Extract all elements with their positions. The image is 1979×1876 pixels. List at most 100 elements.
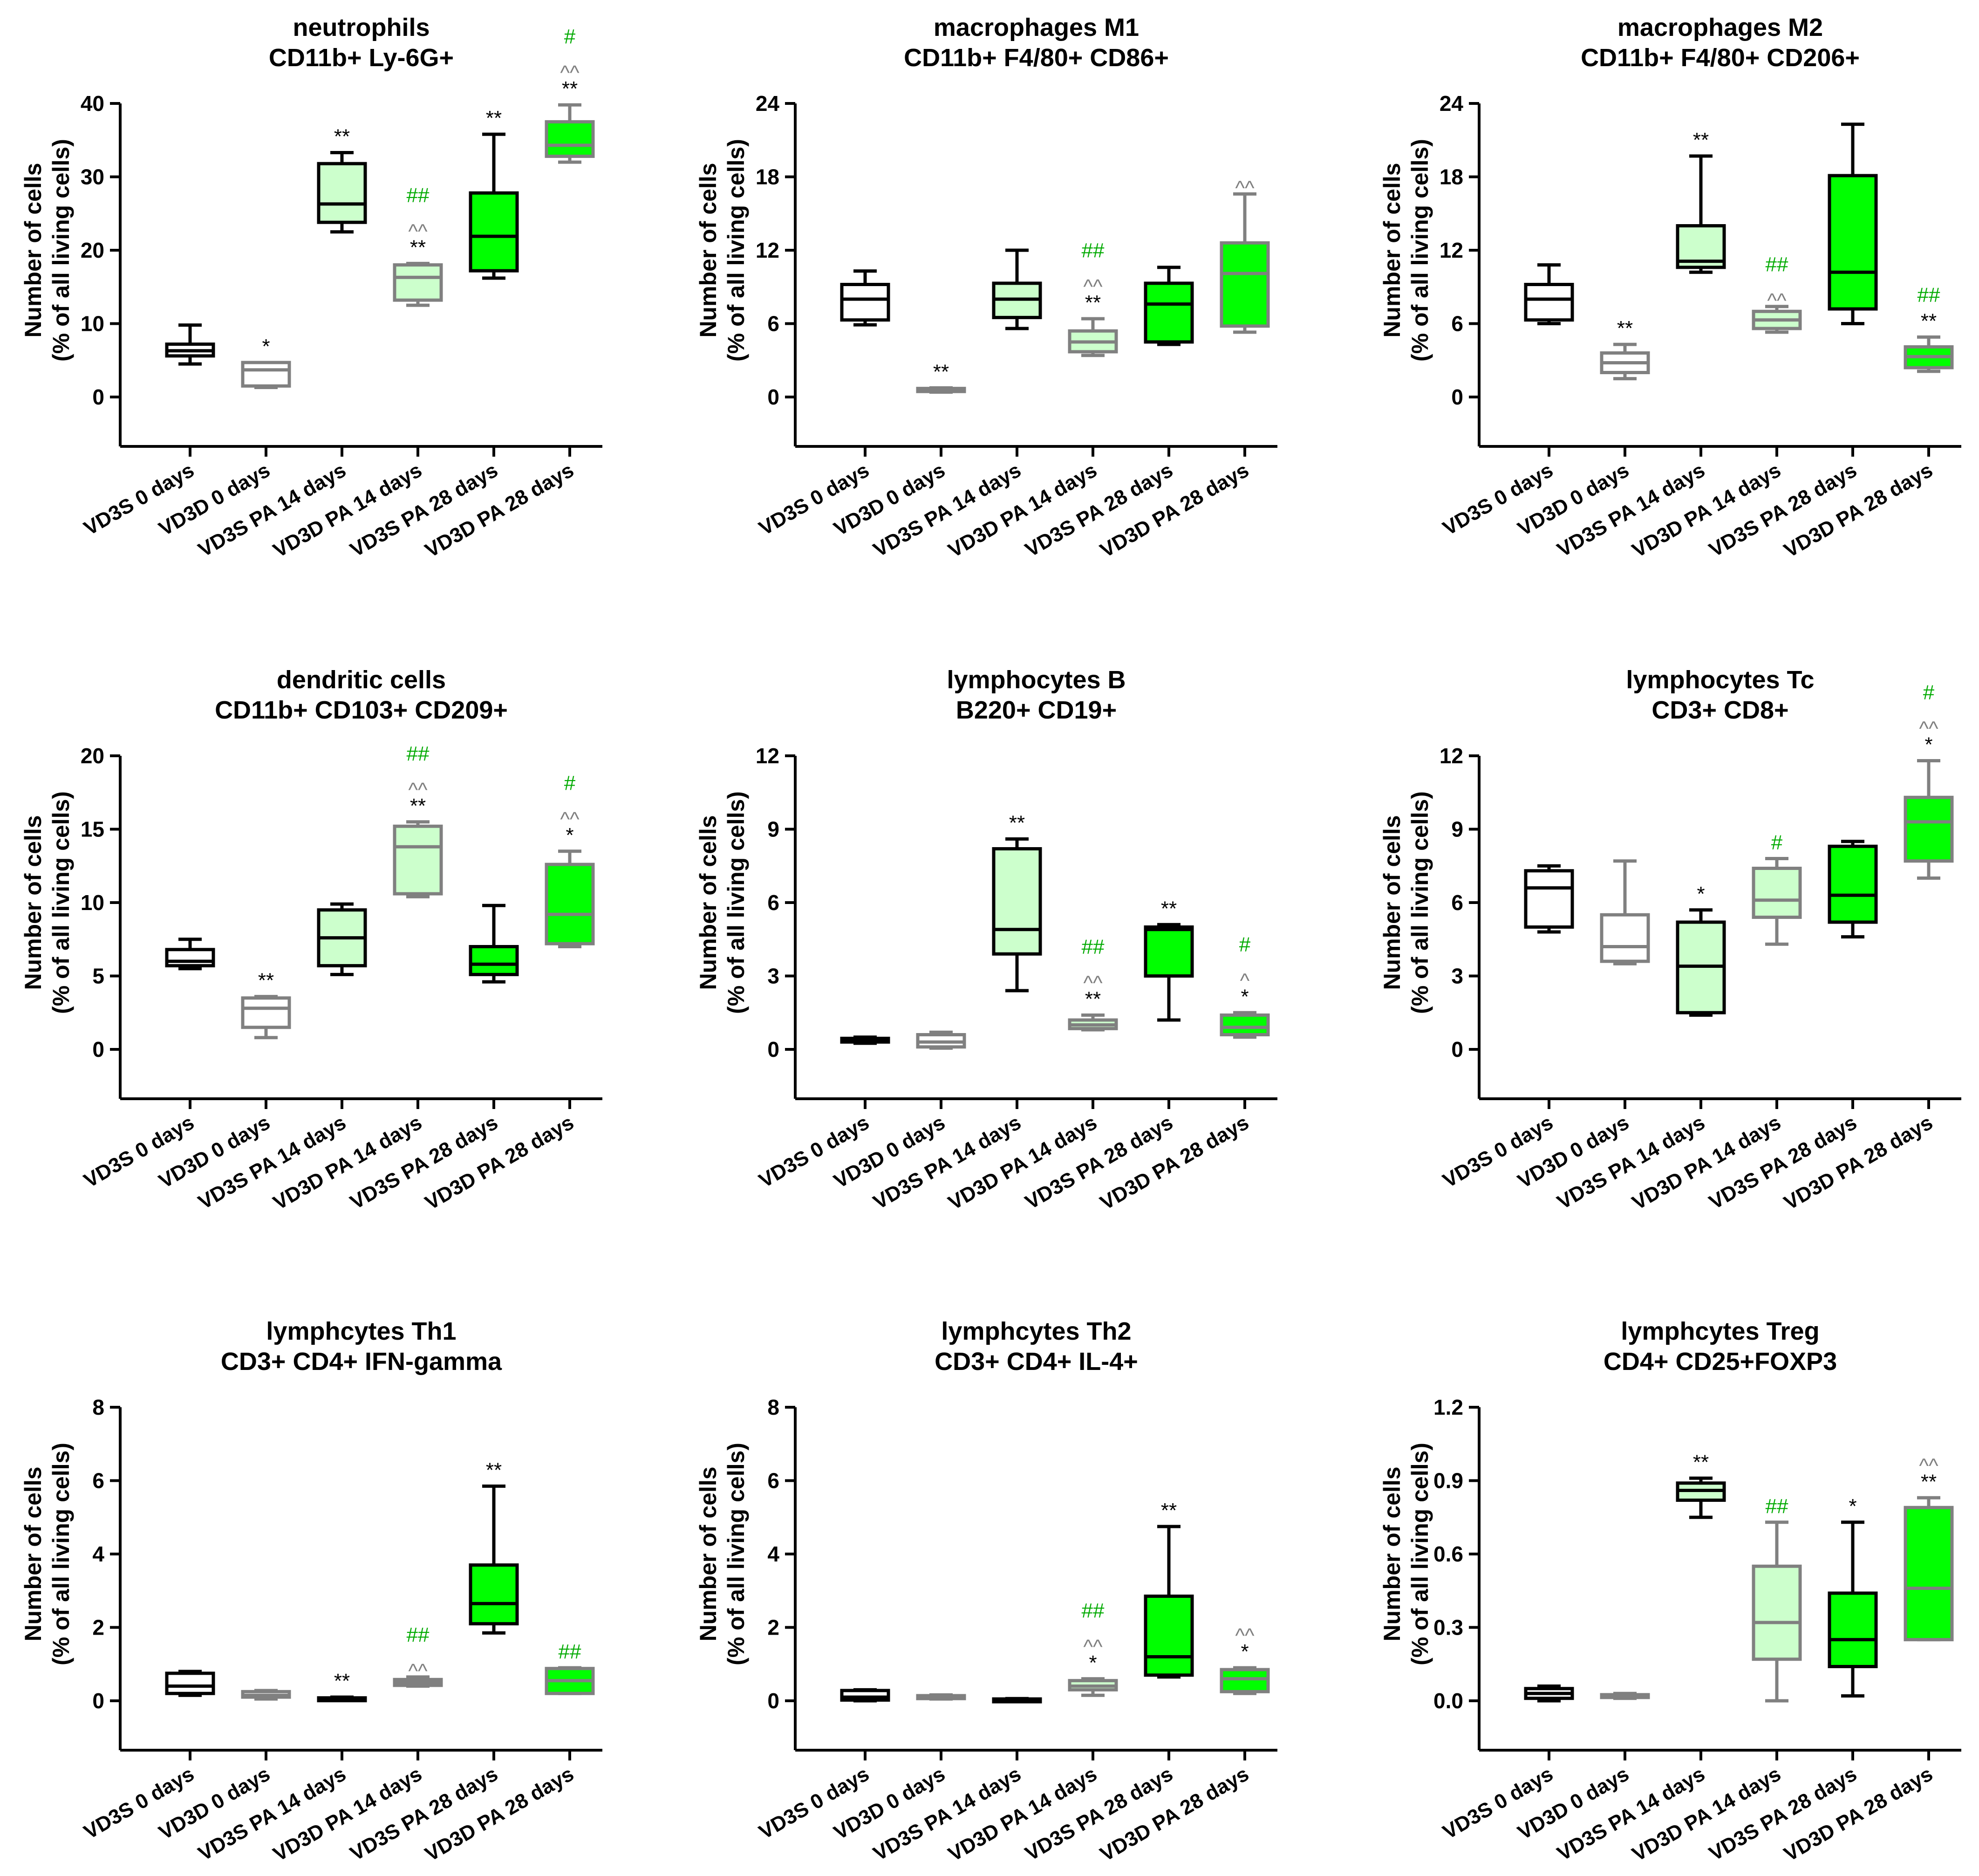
y-tick-label: 10 — [81, 312, 104, 336]
box-iqr — [1220, 241, 1270, 328]
significance-label: ** — [410, 794, 426, 817]
y-tick-label: 1.2 — [1433, 1395, 1463, 1419]
box-4 — [1068, 1013, 1118, 1032]
significance-label: ^^ — [1919, 718, 1938, 740]
significance-label: # — [1771, 831, 1783, 854]
significance-label: ## — [1082, 239, 1105, 262]
y-tick-label: 0 — [92, 1037, 104, 1061]
significance-label: * — [566, 824, 573, 847]
significance-label: ^^ — [1083, 972, 1103, 995]
box-3 — [317, 902, 367, 976]
y-tick-label: 8 — [92, 1395, 104, 1419]
significance-label: ** — [486, 107, 502, 130]
chart-panel-3: macrophages M2 CD11b+ F4/80+ CD206+ Number… — [1379, 14, 1961, 562]
significance-label: # — [1923, 681, 1935, 704]
box-6 — [545, 103, 595, 164]
box-iqr — [165, 1671, 215, 1695]
significance-label: ** — [334, 125, 350, 148]
box-6 — [1220, 1666, 1270, 1695]
chart-subtitle: CD4+ CD25+FOXP3 — [1604, 1348, 1837, 1376]
y-tick-label: 20 — [81, 238, 104, 262]
box-5 — [1828, 123, 1878, 325]
box-3 — [317, 151, 367, 234]
box-5 — [1828, 840, 1878, 938]
chart-subtitle: CD11b+ F4/80+ CD206+ — [1581, 44, 1860, 72]
significance-label: ** — [562, 77, 578, 100]
box-iqr — [1524, 869, 1574, 929]
y-tick-label: 4 — [92, 1542, 104, 1566]
significance-label: ## — [407, 184, 430, 206]
box-1 — [165, 323, 215, 366]
box-6 — [1220, 1011, 1270, 1039]
box-1 — [840, 1035, 890, 1045]
significance-label: ^^ — [1919, 1454, 1938, 1477]
box-iqr — [1904, 1506, 1954, 1642]
box-1 — [1524, 263, 1574, 325]
y-tick-label: 4 — [767, 1542, 779, 1566]
significance-label: ** — [334, 1670, 350, 1692]
y-tick-label: 15 — [81, 817, 104, 842]
significance-label: ^ — [1240, 969, 1250, 992]
box-2 — [241, 1689, 291, 1701]
y-tick-label: 12 — [1440, 744, 1463, 768]
box-4 — [393, 820, 443, 898]
y-tick-label: 0 — [92, 385, 104, 409]
box-5 — [469, 132, 519, 280]
box-iqr — [469, 1563, 519, 1626]
y-axis-label-sub: (% of all living cells) — [723, 1443, 749, 1665]
significance-label: ** — [1085, 291, 1101, 314]
y-tick-label: 24 — [1440, 91, 1464, 116]
y-tick-label: 0 — [767, 1037, 779, 1061]
box-2 — [916, 1693, 966, 1701]
box-6 — [1904, 1496, 1954, 1642]
y-tick-label: 2 — [92, 1616, 104, 1640]
box-2 — [1600, 1691, 1650, 1700]
chart-subtitle: CD3+ CD4+ IL-4+ — [935, 1348, 1138, 1376]
significance-label: # — [564, 772, 576, 794]
y-tick-label: 18 — [756, 165, 779, 189]
y-tick-label: 0.9 — [1433, 1469, 1463, 1493]
box-iqr — [1828, 174, 1878, 311]
chart-panel-1: neutrophils CD11b+ Ly-6G+ Number of cells(… — [20, 14, 602, 562]
box-1 — [165, 1670, 215, 1697]
significance-label: ** — [1161, 897, 1177, 920]
box-iqr — [1828, 1591, 1878, 1668]
significance-label: ^^ — [408, 220, 428, 243]
significance-label: * — [1924, 733, 1932, 756]
chart-subtitle: CD3+ CD4+ IFN-gamma — [221, 1348, 502, 1376]
y-tick-label: 0 — [767, 385, 779, 409]
y-axis-label: Number of cells — [1379, 163, 1405, 337]
y-axis-label: Number of cells — [1379, 1466, 1405, 1641]
significance-label: # — [1239, 933, 1251, 956]
y-tick-label: 20 — [81, 744, 104, 768]
box-iqr — [1752, 1564, 1802, 1661]
box-iqr — [1904, 795, 1954, 863]
y-tick-label: 6 — [767, 890, 779, 915]
y-tick-label: 40 — [81, 91, 104, 116]
y-tick-label: 3 — [767, 964, 779, 988]
significance-label: * — [262, 335, 270, 358]
significance-label: ## — [1082, 1599, 1105, 1622]
y-tick-label: 6 — [767, 312, 779, 336]
significance-label: ** — [1693, 1451, 1709, 1473]
y-axis-label-sub: (% of all living cells) — [1407, 1443, 1433, 1665]
significance-label: ^^ — [560, 62, 580, 84]
y-tick-label: 30 — [81, 165, 104, 189]
y-axis-label-sub: (% of all living cells) — [723, 139, 749, 362]
significance-label: ## — [1082, 936, 1105, 959]
box-6 — [545, 849, 595, 948]
y-tick-label: 6 — [1451, 890, 1463, 915]
significance-label: ^^ — [408, 779, 428, 801]
chart-title: lymphcytes Th1 — [266, 1317, 456, 1345]
y-tick-label: 12 — [1440, 238, 1463, 262]
significance-label: ** — [1921, 1470, 1937, 1493]
significance-label: ## — [559, 1640, 581, 1663]
chart-subtitle: CD11b+ Ly-6G+ — [269, 44, 454, 72]
box-4 — [1068, 317, 1118, 357]
significance-label: ** — [486, 1458, 502, 1481]
box-6 — [1904, 759, 1954, 880]
y-axis-label-sub: (% of all living cells) — [48, 1443, 74, 1665]
